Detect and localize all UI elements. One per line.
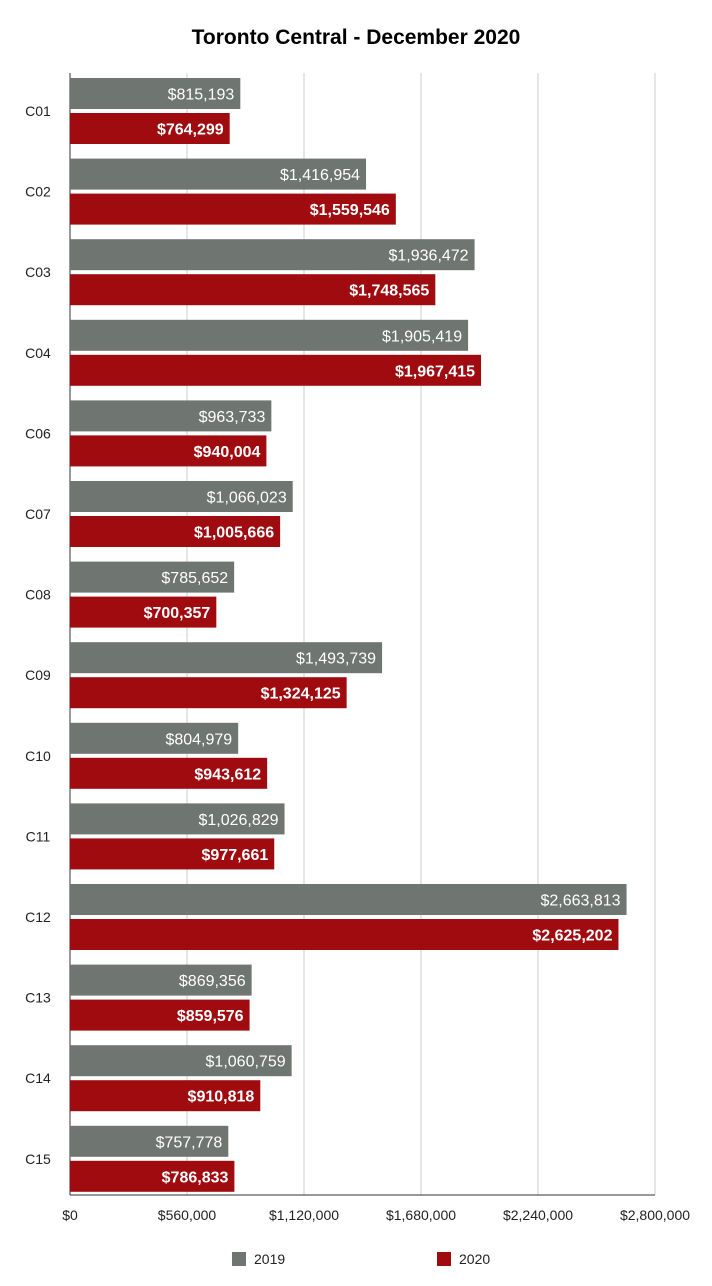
data-label: $910,818 (188, 1089, 255, 1106)
bar-2019 (70, 481, 293, 512)
legend-swatch-2019 (232, 1252, 246, 1266)
data-label: $1,026,829 (198, 812, 278, 829)
data-label: $977,661 (202, 847, 269, 864)
data-label: $786,833 (162, 1169, 229, 1186)
data-label: $1,066,023 (207, 490, 287, 507)
category-label: C10 (25, 748, 51, 764)
bar-2020 (70, 677, 347, 709)
data-label: $1,060,759 (206, 1054, 286, 1071)
category-label: C04 (25, 345, 51, 361)
bar-2019 (70, 158, 367, 190)
data-label: $804,979 (165, 731, 232, 748)
bar-2020 (70, 919, 619, 950)
bar-2020 (70, 516, 281, 547)
bar-2020 (70, 354, 482, 386)
x-tick-label: $560,000 (158, 1207, 217, 1223)
category-label: C06 (25, 425, 51, 441)
bar-2020 (70, 113, 230, 144)
category-label: C01 (25, 103, 51, 119)
data-label: $815,193 (168, 87, 235, 104)
bar-2019 (70, 561, 235, 593)
bar-2019 (70, 1125, 229, 1157)
category-label: C02 (25, 184, 51, 200)
category-label: C08 (25, 587, 51, 603)
category-label: C13 (25, 990, 51, 1006)
bar-2020 (70, 757, 268, 789)
bar-2020 (70, 1160, 235, 1192)
category-label: C07 (25, 506, 51, 522)
category-label: C09 (25, 667, 51, 683)
data-label: $1,967,415 (395, 363, 475, 380)
x-tick-label: $0 (62, 1207, 78, 1223)
data-label: $785,652 (161, 570, 228, 587)
legend-label: 2020 (459, 1251, 490, 1267)
x-tick-label: $1,120,000 (269, 1207, 339, 1223)
bar-2019 (70, 319, 469, 351)
bar-2020 (70, 1080, 261, 1112)
category-label: C11 (26, 828, 51, 844)
x-tick-label: $1,680,000 (386, 1207, 456, 1223)
data-label: $940,004 (194, 444, 261, 461)
data-label: $1,905,419 (382, 328, 462, 345)
data-label: $700,357 (144, 605, 211, 622)
category-label: C03 (25, 264, 51, 280)
data-label: $869,356 (179, 973, 246, 990)
bar-2019 (70, 884, 627, 915)
bar-2019 (70, 239, 475, 271)
data-label: $943,612 (194, 766, 261, 783)
bar-2020 (70, 193, 396, 225)
data-label: $1,559,546 (310, 202, 390, 219)
bar-2020 (70, 274, 436, 306)
data-label: $1,416,954 (280, 167, 360, 184)
category-label: C15 (25, 1151, 51, 1167)
x-tick-label: $2,240,000 (503, 1207, 573, 1223)
chart-title: Toronto Central - December 2020 (191, 26, 521, 49)
data-label: $1,493,739 (296, 651, 376, 668)
data-label: $859,576 (177, 1008, 244, 1025)
bar-2019 (70, 1045, 292, 1077)
bar-2019 (70, 803, 285, 835)
bar-2020 (70, 435, 267, 467)
data-label: $2,625,202 (532, 928, 612, 945)
legend-label: 2019 (254, 1251, 285, 1267)
legend-swatch-2020 (437, 1252, 451, 1266)
bar-2020 (70, 999, 250, 1031)
bar-2020 (70, 596, 217, 628)
bar-2020 (70, 838, 275, 870)
data-label: $764,299 (157, 122, 224, 139)
data-label: $757,778 (156, 1134, 223, 1151)
bar-2019 (70, 722, 239, 754)
bar-2019 (70, 400, 272, 432)
category-label: C14 (25, 1070, 51, 1086)
data-label: $1,005,666 (194, 525, 274, 542)
data-label: $1,324,125 (261, 686, 341, 703)
data-label: $2,663,813 (540, 893, 620, 910)
bar-2019 (70, 642, 383, 674)
bar-2019 (70, 964, 252, 996)
bar-2019 (70, 78, 241, 109)
x-tick-label: $2,800,000 (620, 1207, 690, 1223)
category-label: C12 (25, 909, 51, 925)
data-label: $963,733 (199, 409, 266, 426)
data-label: $1,748,565 (349, 283, 429, 300)
data-label: $1,936,472 (389, 248, 469, 265)
